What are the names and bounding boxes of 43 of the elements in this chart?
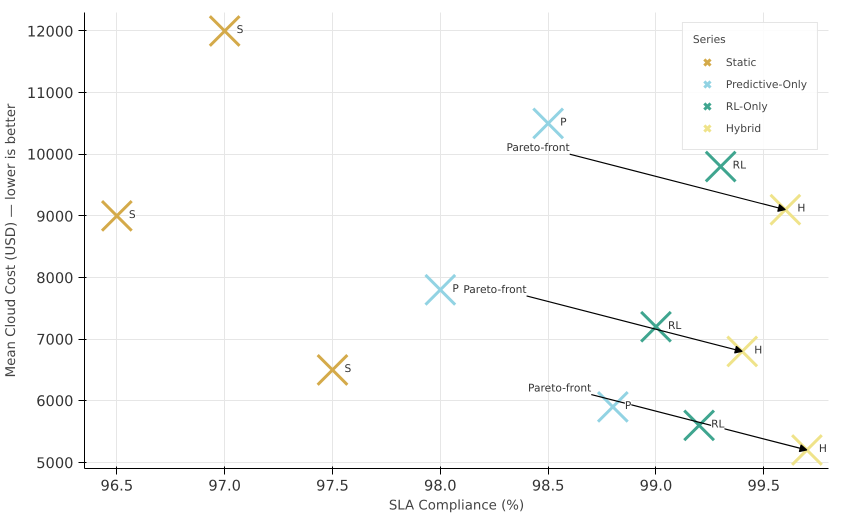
y-tick-label: 5000 [36,454,74,472]
data-label: S [344,362,352,375]
y-axis-title: Mean Cloud Cost (USD) — lower is better [4,103,19,378]
y-tick-label: 8000 [36,270,74,287]
data-label: H [797,202,806,215]
x-tick-label: 98.5 [532,478,564,494]
point [424,273,457,306]
annotation: Pareto-front [506,141,570,154]
x-tick-label: 96.5 [100,478,134,494]
y-tick-label: 6000 [36,393,74,410]
data-label: H [818,442,827,456]
legend-label: RL-Only [726,100,768,112]
data-label: P [560,115,568,128]
annotation: Pareto-front [463,282,527,296]
data-label: P [452,282,460,295]
point [532,107,564,140]
legend-label: Static [726,56,756,68]
data-label: S [128,208,136,221]
data-label: S [236,22,244,36]
y-tick-label: 11000 [26,85,74,102]
x-tick-label: 99.5 [747,478,780,494]
x-tick-label: 99.0 [640,478,672,494]
point [316,354,349,386]
point [208,14,242,48]
data-label: RL [668,318,682,332]
x-axis-title: SLA Compliance (%) [388,498,524,514]
y-tick-label: 9000 [36,208,74,226]
data-label: P [624,398,632,412]
x-tick-label: 98.0 [424,478,457,494]
point [100,200,134,232]
data-label: RL [711,417,725,430]
x-tick-label: 97.0 [208,478,241,494]
y-tick-label: 7000 [36,332,74,349]
data-label: H [754,343,762,356]
annotation: Pareto-front [528,382,592,395]
y-tick-label: 12000 [26,23,74,40]
point [596,390,630,424]
x-tick-label: 97.5 [316,478,349,494]
legend-title: Series [692,33,727,46]
data-label: RL [732,158,746,172]
y-tick-label: 10000 [26,146,74,164]
legend-label: Predictive-Only [726,78,807,90]
legend-label: Hybrid [726,122,762,134]
